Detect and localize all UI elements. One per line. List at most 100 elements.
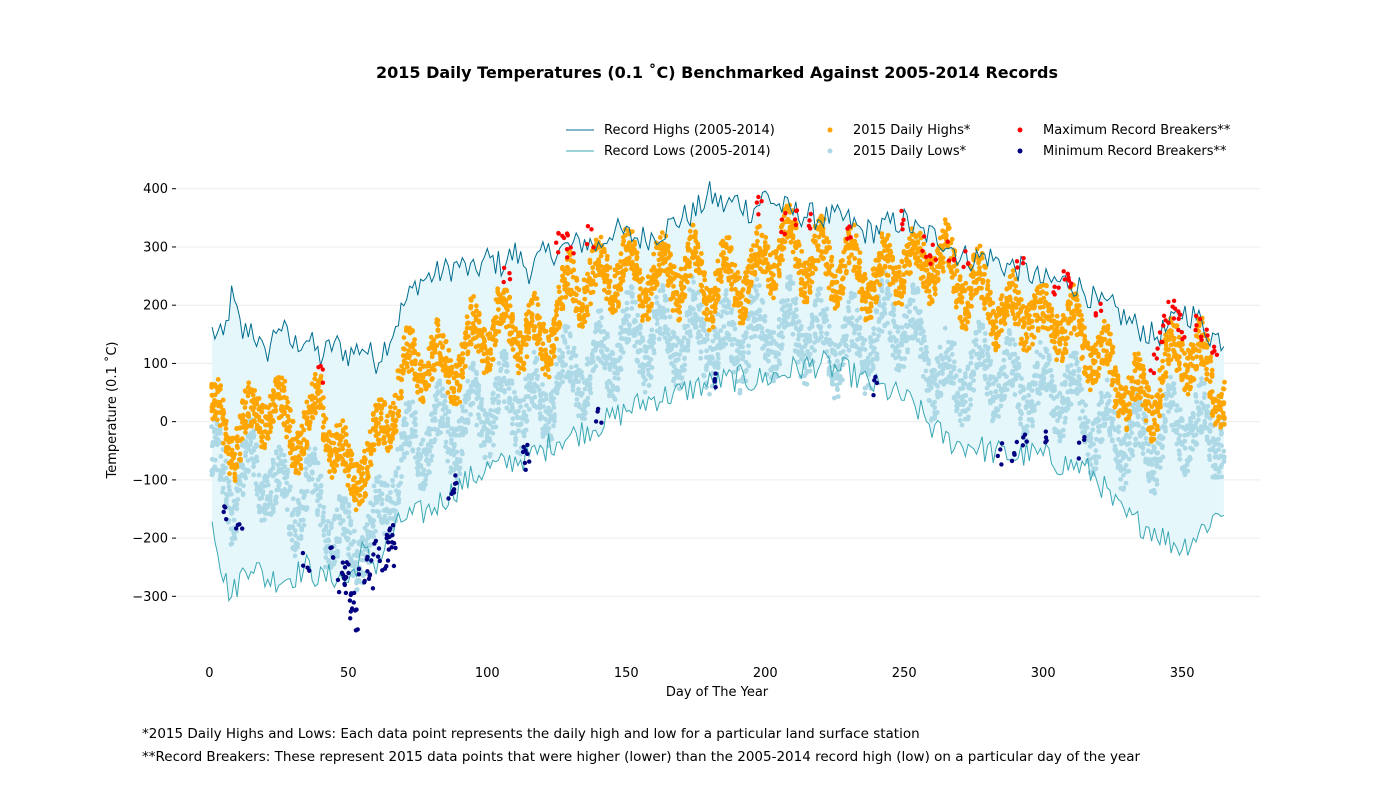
low-2015-point — [590, 354, 595, 360]
low-2015-point — [515, 415, 521, 421]
low-2015-point — [812, 348, 817, 353]
low-2015-point — [687, 329, 693, 334]
high-2015-point — [443, 339, 449, 344]
high-2015-point — [521, 366, 527, 372]
low-2015-point — [779, 342, 785, 348]
low-2015-point — [626, 322, 632, 328]
low-2015-point — [845, 305, 851, 310]
low-2015-point — [1151, 487, 1157, 493]
high-2015-point — [368, 451, 374, 457]
low-2015-point — [1077, 382, 1083, 388]
high-2015-point — [359, 465, 365, 471]
low-2015-point — [335, 554, 340, 559]
low-2015-point — [240, 462, 245, 468]
low-2015-point — [527, 380, 532, 386]
low-2015-point — [1216, 436, 1221, 442]
y-tick-label: 400 — [143, 182, 168, 197]
low-2015-point — [1001, 357, 1007, 363]
high-2015-point — [334, 463, 340, 468]
high-2015-point — [290, 442, 295, 447]
low-2015-point — [612, 397, 618, 402]
high-2015-point — [718, 274, 723, 279]
low-2015-point — [556, 383, 562, 389]
low-2015-point — [759, 330, 765, 335]
low-2015-point — [993, 377, 999, 383]
low-2015-point — [306, 474, 312, 480]
low-2015-point — [779, 346, 784, 351]
low-2015-point — [946, 355, 951, 361]
low-2015-point — [785, 297, 791, 303]
low-2015-point — [459, 428, 465, 434]
low-2015-point — [691, 306, 696, 312]
low-2015-point — [390, 478, 395, 484]
low-2015-point — [954, 373, 959, 379]
low-2015-point — [295, 512, 301, 517]
high-2015-point — [270, 388, 276, 393]
high-2015-point — [698, 261, 704, 267]
low-2015-point — [585, 356, 590, 362]
low-2015-point — [337, 494, 342, 499]
low-2015-point — [1123, 462, 1129, 468]
low-2015-point — [348, 530, 353, 536]
high-2015-point — [301, 427, 307, 433]
high-2015-point — [582, 296, 588, 302]
low-2015-point — [718, 313, 724, 319]
low-2015-point — [1190, 410, 1196, 416]
low-2015-point — [656, 336, 662, 342]
low-2015-point — [632, 331, 638, 337]
high-2015-point — [343, 432, 349, 437]
low-2015-point — [835, 387, 840, 393]
low-2015-point — [410, 399, 416, 405]
low-2015-point — [318, 473, 324, 479]
low-2015-point — [345, 537, 350, 543]
high-2015-point — [510, 314, 516, 320]
low-2015-point — [423, 477, 429, 483]
high-2015-point — [584, 304, 590, 310]
low-2015-point — [404, 450, 410, 456]
low-2015-point — [356, 577, 362, 583]
low-2015-point — [1015, 355, 1021, 361]
high-2015-point — [298, 456, 303, 462]
low-2015-point — [1212, 462, 1218, 468]
high-2015-point — [309, 414, 315, 420]
low-2015-point — [1026, 384, 1032, 389]
low-2015-point — [593, 363, 599, 369]
low-2015-point — [876, 319, 882, 324]
high-2015-point — [559, 301, 565, 307]
high-2015-point — [598, 234, 604, 240]
low-2015-point — [609, 388, 615, 394]
low-2015-point — [495, 409, 501, 415]
low-2015-point — [824, 331, 830, 337]
low-2015-point — [276, 455, 281, 461]
low-2015-point — [626, 337, 632, 342]
low-2015-point — [540, 382, 545, 387]
low-2015-point — [682, 367, 687, 373]
low-2015-point — [615, 371, 620, 376]
low-2015-point — [760, 300, 766, 305]
low-2015-point — [565, 324, 571, 330]
high-2015-point — [546, 374, 552, 380]
low-2015-point — [932, 368, 937, 373]
low-2015-point — [671, 330, 677, 336]
high-2015-point — [651, 251, 657, 257]
low-2015-point — [356, 539, 362, 545]
high-2015-point — [264, 435, 270, 441]
low-2015-point — [693, 324, 699, 330]
low-2015-point — [1102, 421, 1108, 427]
legend-label: Record Highs (2005-2014) — [604, 123, 775, 138]
low-2015-point — [432, 410, 438, 416]
low-2015-point — [254, 443, 260, 449]
low-2015-point — [323, 564, 328, 570]
low-2015-point — [429, 453, 435, 459]
low-2015-point — [270, 461, 276, 466]
high-2015-point — [710, 296, 716, 302]
low-2015-point — [418, 463, 424, 468]
high-2015-point — [492, 315, 498, 321]
low-2015-point — [720, 309, 726, 314]
high-2015-point — [471, 294, 476, 299]
low-2015-point — [629, 306, 635, 311]
low-2015-point — [1080, 408, 1085, 414]
low-2015-point — [952, 341, 957, 347]
high-2015-point — [546, 338, 552, 343]
high-2015-point — [262, 442, 268, 447]
